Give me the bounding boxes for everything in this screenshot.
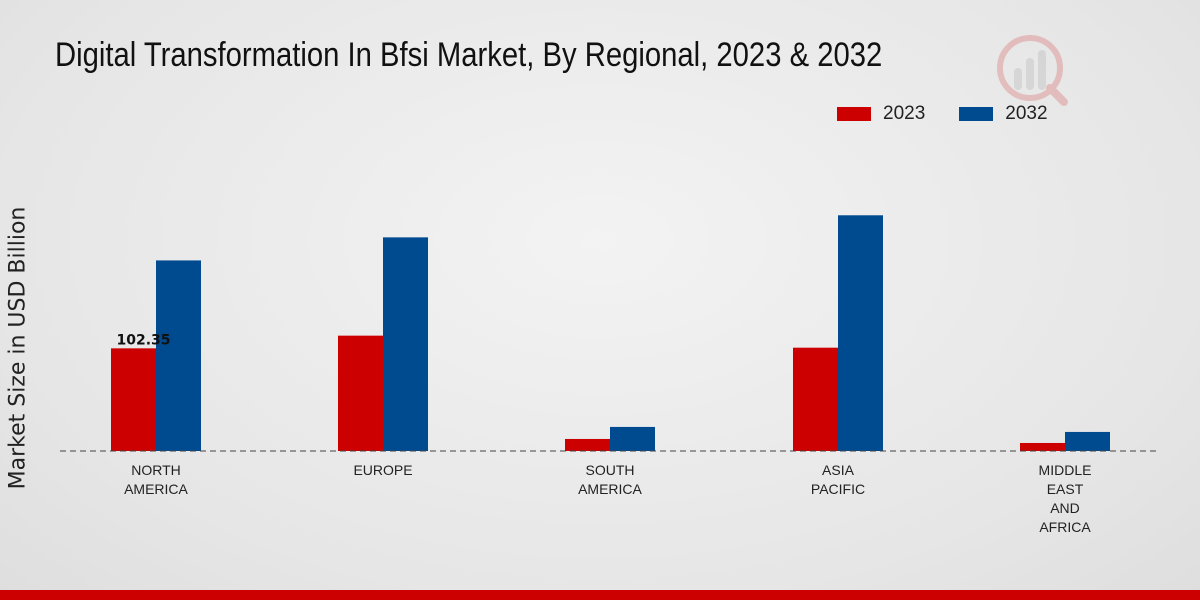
x-tick-label: ASIA — [822, 462, 855, 478]
bar-2023-south-america — [565, 438, 610, 451]
legend-label-2032: 2032 — [1005, 103, 1048, 124]
bottom-accent-bar — [0, 590, 1200, 600]
chart-title: Digital Transformation In Bfsi Market, B… — [55, 36, 883, 74]
legend-swatch-2023 — [837, 107, 871, 121]
x-tick-label: AND — [1050, 500, 1080, 516]
bar-2032-europe — [383, 237, 428, 451]
bar-2023-middle-east-and-africa — [1020, 442, 1065, 451]
watermark-logo-icon — [997, 35, 1068, 106]
x-tick-label: MIDDLE — [1039, 462, 1092, 478]
x-tick-label: SOUTH — [586, 462, 635, 478]
x-tick-label: EAST — [1047, 481, 1084, 497]
chart-legend: 2023 2032 — [837, 103, 1082, 125]
bar-2032-middle-east-and-africa — [1065, 431, 1110, 451]
legend-label-2023: 2023 — [883, 103, 926, 124]
legend-item-2032: 2032 — [959, 103, 1048, 125]
bar-2023-north-america — [111, 348, 156, 451]
bar-2023-europe — [338, 335, 383, 451]
bar-2023-asia-pacific — [793, 347, 838, 451]
x-tick-label: PACIFIC — [811, 481, 865, 497]
x-tick-label: AMERICA — [578, 481, 642, 497]
x-tick-label: AFRICA — [1039, 519, 1091, 535]
legend-item-2023: 2023 — [837, 103, 925, 125]
bar-2032-asia-pacific — [838, 215, 883, 451]
bar-2032-north-america — [156, 260, 201, 451]
legend-swatch-2032 — [959, 107, 994, 121]
x-tick-label: EUROPE — [353, 462, 412, 478]
x-tick-label: NORTH — [131, 462, 181, 478]
data-label: 102.35 — [116, 332, 170, 348]
x-tick-label: AMERICA — [124, 481, 188, 497]
bar-2032-south-america — [610, 426, 655, 451]
